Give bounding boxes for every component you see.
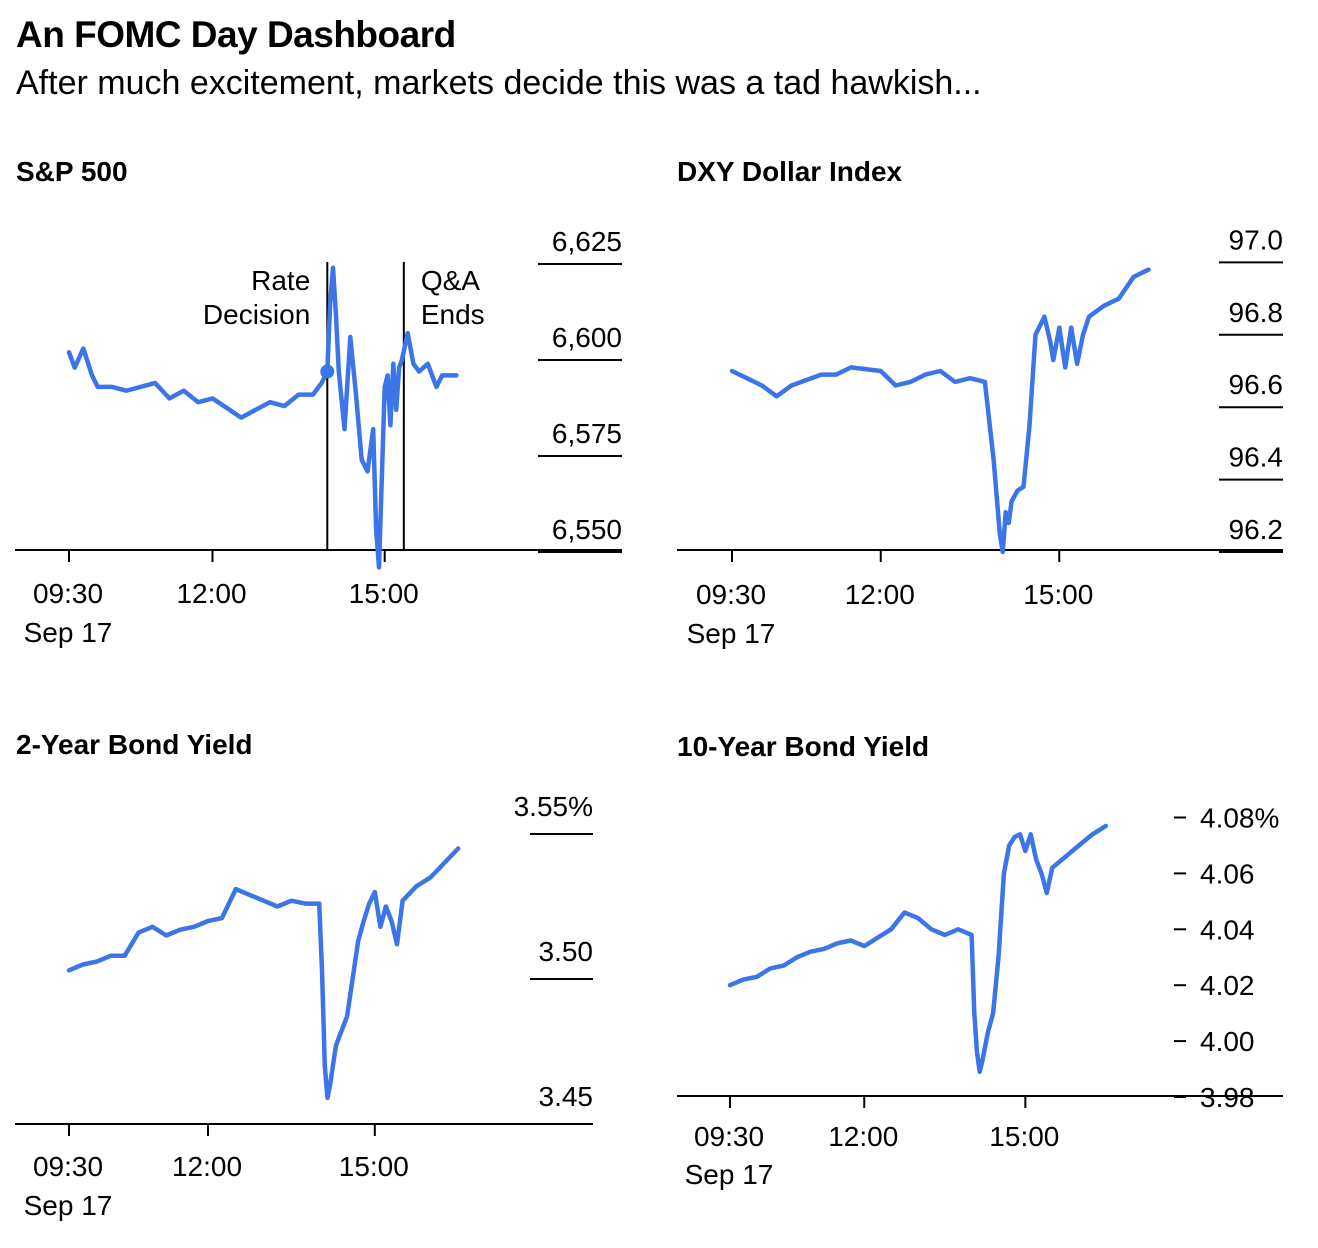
dxy-series-line bbox=[729, 267, 1151, 555]
ten-year-chart-title: 10-Year Bond Yield bbox=[677, 731, 930, 762]
dxy-chart-title: DXY Dollar Index bbox=[677, 156, 903, 187]
sp500-event-label: Decision bbox=[203, 299, 310, 330]
sp500-chart-title: S&P 500 bbox=[16, 156, 128, 187]
sp500-event-label: Q&A bbox=[421, 265, 480, 296]
sp500-event-label: Ends bbox=[421, 299, 485, 330]
dxy-x-tick-label: 09:30 bbox=[696, 579, 766, 610]
ten_year-y-tick-label: 4.04 bbox=[1200, 914, 1255, 945]
sp500-y-tick-label: 6,550 bbox=[552, 514, 622, 545]
dxy-x-tick-label: 12:00 bbox=[845, 579, 915, 610]
dxy-x-subtick-label: Sep 17 bbox=[687, 618, 776, 649]
sp500-y-tick-label: 6,625 bbox=[552, 226, 622, 257]
ten_year-y-tick-label: 4.06 bbox=[1200, 858, 1255, 889]
two_year-y-tick-label: 3.45 bbox=[539, 1081, 594, 1112]
sp500-event-marker bbox=[320, 364, 335, 379]
dxy-y-tick-label: 96.2 bbox=[1229, 514, 1284, 545]
dxy-y-tick-label: 96.4 bbox=[1229, 442, 1284, 473]
two_year-series-line bbox=[66, 846, 461, 1101]
ten_year-y-tick-label: 4.00 bbox=[1200, 1026, 1255, 1057]
sp500-x-subtick-label: Sep 17 bbox=[24, 617, 113, 648]
sp500-x-tick-label: 12:00 bbox=[176, 578, 246, 609]
dxy-y-tick-label: 96.6 bbox=[1229, 369, 1284, 400]
ten_year-y-tick-label: 4.08% bbox=[1200, 803, 1279, 834]
two_year-x-subtick-label: Sep 17 bbox=[24, 1190, 113, 1221]
ten_year-x-tick-label: 15:00 bbox=[989, 1121, 1059, 1152]
ten_year-x-tick-label: 09:30 bbox=[694, 1121, 764, 1152]
two-year-chart-title: 2-Year Bond Yield bbox=[16, 729, 253, 760]
two_year-x-tick-label: 15:00 bbox=[339, 1151, 409, 1182]
two_year-x-tick-label: 12:00 bbox=[172, 1151, 242, 1182]
sp500-y-tick-label: 6,575 bbox=[552, 418, 622, 449]
dxy-y-tick-label: 96.8 bbox=[1229, 297, 1284, 328]
dxy-x-tick-label: 15:00 bbox=[1023, 579, 1093, 610]
ten_year-x-subtick-label: Sep 17 bbox=[685, 1159, 774, 1190]
sp500-series-line bbox=[66, 265, 459, 570]
two_year-y-tick-label: 3.50 bbox=[539, 936, 594, 967]
ten_year-y-tick-label: 4.02 bbox=[1200, 970, 1255, 1001]
sp500-event-label: Rate bbox=[251, 265, 310, 296]
sp500-x-tick-label: 15:00 bbox=[349, 578, 419, 609]
ten_year-y-tick-label: 3.98 bbox=[1200, 1082, 1255, 1113]
ten_year-x-tick-label: 12:00 bbox=[828, 1121, 898, 1152]
ten_year-series-line bbox=[727, 823, 1109, 1075]
two_year-x-tick-label: 09:30 bbox=[33, 1151, 103, 1182]
sp500-y-tick-label: 6,600 bbox=[552, 322, 622, 353]
dxy-y-tick-label: 97.0 bbox=[1229, 224, 1284, 255]
sp500-x-tick-label: 09:30 bbox=[33, 578, 103, 609]
page-title: An FOMC Day Dashboard bbox=[16, 14, 456, 55]
two_year-y-tick-label: 3.55% bbox=[514, 791, 593, 822]
page-subtitle: After much excitement, markets decide th… bbox=[16, 64, 982, 102]
